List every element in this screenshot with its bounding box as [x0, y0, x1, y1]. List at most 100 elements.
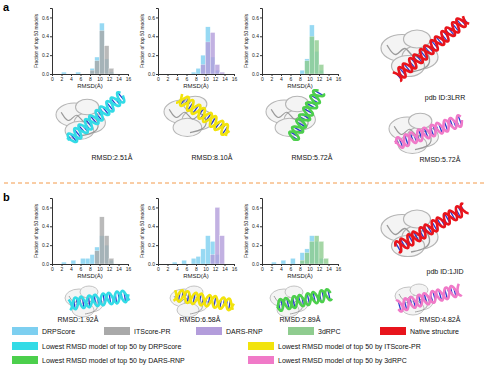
bar [225, 264, 230, 265]
tick-mark [260, 17, 262, 18]
backbone [276, 289, 332, 312]
bar [62, 262, 67, 264]
tick-label: 0.4 [252, 223, 259, 229]
histogram: 0.00.20.40.60246810121416RMSD(Å)Fraction… [140, 199, 237, 280]
tick-label: 0 [51, 76, 54, 82]
tick-mark [50, 55, 52, 56]
bar [62, 74, 67, 75]
legend-swatch [248, 342, 274, 350]
bar [276, 74, 281, 75]
tick-mark [50, 17, 52, 18]
bar [229, 264, 234, 265]
bar [172, 264, 177, 265]
tick-label: 8 [299, 266, 302, 272]
bar [66, 264, 71, 265]
protein-domain [177, 303, 199, 317]
tick-label: 0 [261, 266, 264, 272]
x-axis: 0246810121416 [261, 264, 341, 272]
bar [225, 74, 230, 75]
bar [196, 256, 201, 264]
bar [272, 74, 277, 75]
tick: 6 [80, 264, 83, 272]
tick: 0.4 [252, 33, 262, 39]
rna-helix [173, 289, 234, 311]
bar [333, 74, 338, 75]
legend-swatch [104, 327, 130, 335]
bar [272, 262, 277, 264]
bar [163, 74, 168, 75]
bar [95, 247, 100, 264]
bar [201, 65, 206, 74]
x-axis-title: RMSD(Å) [287, 83, 313, 89]
backbone [393, 15, 469, 82]
legend-swatch [12, 356, 38, 364]
bar [225, 74, 230, 75]
tick: 0 [51, 74, 54, 82]
tick: 0 [261, 264, 264, 272]
bar [187, 74, 192, 75]
legend-label: Lowest RMSD model of top 50 by ITScore-P… [278, 343, 421, 351]
tick-label: 6 [290, 266, 293, 272]
bar [206, 236, 211, 264]
bar [206, 42, 211, 74]
bar [225, 264, 230, 265]
backbone [393, 15, 469, 82]
legend-label: 3dRPC [318, 328, 341, 335]
tick-label: 0.4 [42, 33, 49, 39]
tick: 4 [280, 74, 283, 82]
backbone [173, 289, 234, 311]
tick-label: 10 [97, 266, 103, 272]
tick: 0.2 [148, 242, 158, 248]
tick: 12 [317, 74, 323, 82]
tick-label: 16 [232, 266, 238, 272]
rmsd-label: RMSD:6.58Å [180, 315, 221, 323]
legend-label: DARS-RNP [226, 328, 263, 335]
tick-label: 4 [280, 266, 283, 272]
tick-label: 14 [326, 76, 332, 82]
tick-label: 10 [203, 76, 209, 82]
y-axis: 0.00.20.40.6 [252, 9, 262, 78]
tick-mark [156, 55, 158, 56]
tick-label: 8 [89, 76, 92, 82]
bar [196, 68, 201, 74]
tick: 6 [186, 264, 189, 272]
tick: 8 [89, 264, 92, 272]
tick-label: 0.4 [148, 33, 155, 39]
bar [267, 74, 272, 75]
y-axis: 0.00.20.40.6 [42, 9, 52, 78]
tick: 0.4 [148, 33, 158, 39]
tick: 2 [167, 74, 170, 82]
bar [215, 207, 220, 264]
bar [267, 264, 272, 265]
bar [220, 72, 225, 74]
bar [276, 264, 281, 265]
tick: 0.2 [252, 242, 262, 248]
histogram: 0.00.20.40.60246810121416RMSD(Å)Fraction… [34, 9, 131, 90]
bar [300, 74, 305, 75]
bar [276, 74, 281, 75]
tick: 10 [97, 74, 103, 82]
tick-label: 10 [97, 76, 103, 82]
bar [329, 74, 334, 75]
bar [123, 74, 128, 75]
backbone [393, 203, 468, 253]
rna-helix [68, 290, 129, 310]
tick: 8 [299, 264, 302, 272]
tick: 12 [317, 264, 323, 272]
bar [210, 33, 215, 74]
bar [281, 74, 286, 75]
bar [229, 264, 234, 265]
tick-label: 12 [107, 76, 113, 82]
y-axis-title: Fraction of top 50 models [244, 203, 249, 258]
bar [123, 264, 128, 265]
tick-mark [156, 226, 158, 227]
bar [62, 264, 67, 265]
bar [286, 264, 291, 265]
bar [90, 264, 95, 265]
bar [319, 241, 324, 264]
tick-label: 12 [213, 76, 219, 82]
tick: 16 [336, 264, 342, 272]
protein-domain [173, 118, 202, 136]
bar [286, 74, 291, 75]
tick-label: 4 [70, 76, 73, 82]
